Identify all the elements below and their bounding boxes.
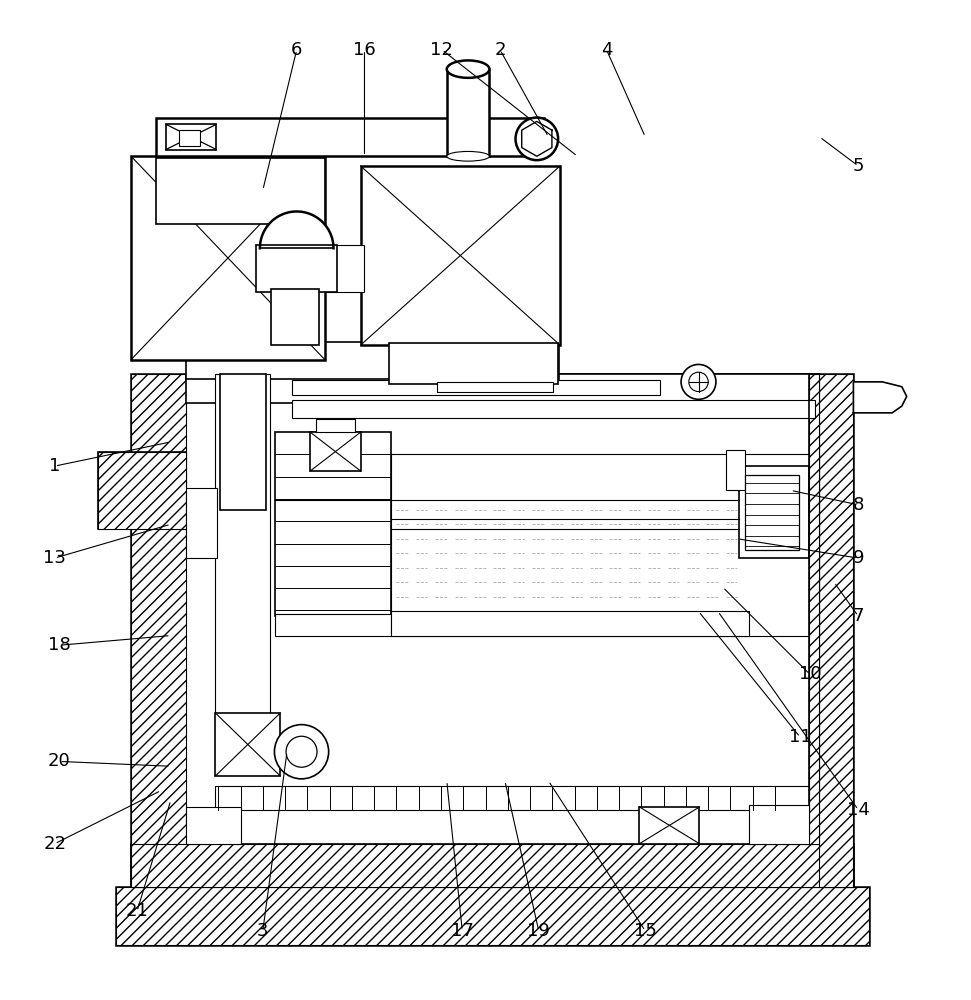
Ellipse shape [447,151,489,161]
Bar [725,450,745,490]
Circle shape [286,736,317,767]
Text: 21: 21 [125,902,149,920]
Bar [98,452,186,529]
Bar [390,611,749,636]
Polygon shape [854,382,907,413]
Bar [131,844,854,887]
Bar [186,807,241,844]
Text: 15: 15 [634,922,656,940]
Bar [256,245,337,292]
Bar [186,342,559,379]
Text: 9: 9 [853,549,864,567]
Bar [98,452,186,529]
Text: 2: 2 [494,41,506,59]
Text: 12: 12 [430,41,453,59]
Bar [360,166,560,345]
Circle shape [681,364,716,399]
Bar [186,374,819,844]
Text: 3: 3 [257,922,269,940]
Bar [131,156,324,360]
Polygon shape [390,500,749,636]
Text: 1: 1 [49,457,60,475]
Bar [390,454,819,636]
Bar [292,380,659,395]
Text: 22: 22 [43,835,66,853]
Bar [640,807,699,844]
Text: 19: 19 [527,922,551,940]
Circle shape [688,372,708,392]
Bar [437,382,553,392]
Bar [324,245,363,292]
Bar [179,130,200,146]
Bar [276,614,390,636]
Text: 8: 8 [853,496,864,514]
Bar [819,374,854,887]
Bar [819,374,854,887]
Bar [131,844,854,887]
Bar [186,374,819,403]
Bar [166,124,217,150]
Bar [216,713,281,776]
Bar [745,475,799,550]
Bar [156,158,324,224]
Bar [292,400,815,418]
Bar [447,69,489,156]
Bar [809,374,819,844]
Bar [220,374,266,510]
Text: 17: 17 [451,922,474,940]
Circle shape [516,118,558,160]
Bar [311,432,360,471]
Bar [216,374,270,742]
Bar [271,289,318,345]
Bar [749,805,809,844]
Text: 7: 7 [853,607,864,625]
Circle shape [275,725,328,779]
Text: 20: 20 [49,752,71,770]
Text: 18: 18 [49,636,71,654]
Bar [317,419,354,432]
Bar [216,786,809,810]
Text: 16: 16 [353,41,376,59]
Bar [116,887,869,945]
Bar [388,343,558,384]
Text: 10: 10 [798,665,821,683]
Text: 11: 11 [788,728,812,746]
Text: 5: 5 [853,157,864,175]
Text: 6: 6 [291,41,302,59]
Bar [739,466,809,558]
Bar [116,887,869,945]
Text: 13: 13 [43,549,66,567]
Bar [131,374,186,887]
Text: 14: 14 [847,801,870,819]
Bar [186,488,218,558]
Polygon shape [260,211,333,248]
Bar [276,432,390,616]
Ellipse shape [447,60,489,78]
Bar [131,374,186,887]
Bar [156,118,544,156]
Text: 4: 4 [601,41,613,59]
